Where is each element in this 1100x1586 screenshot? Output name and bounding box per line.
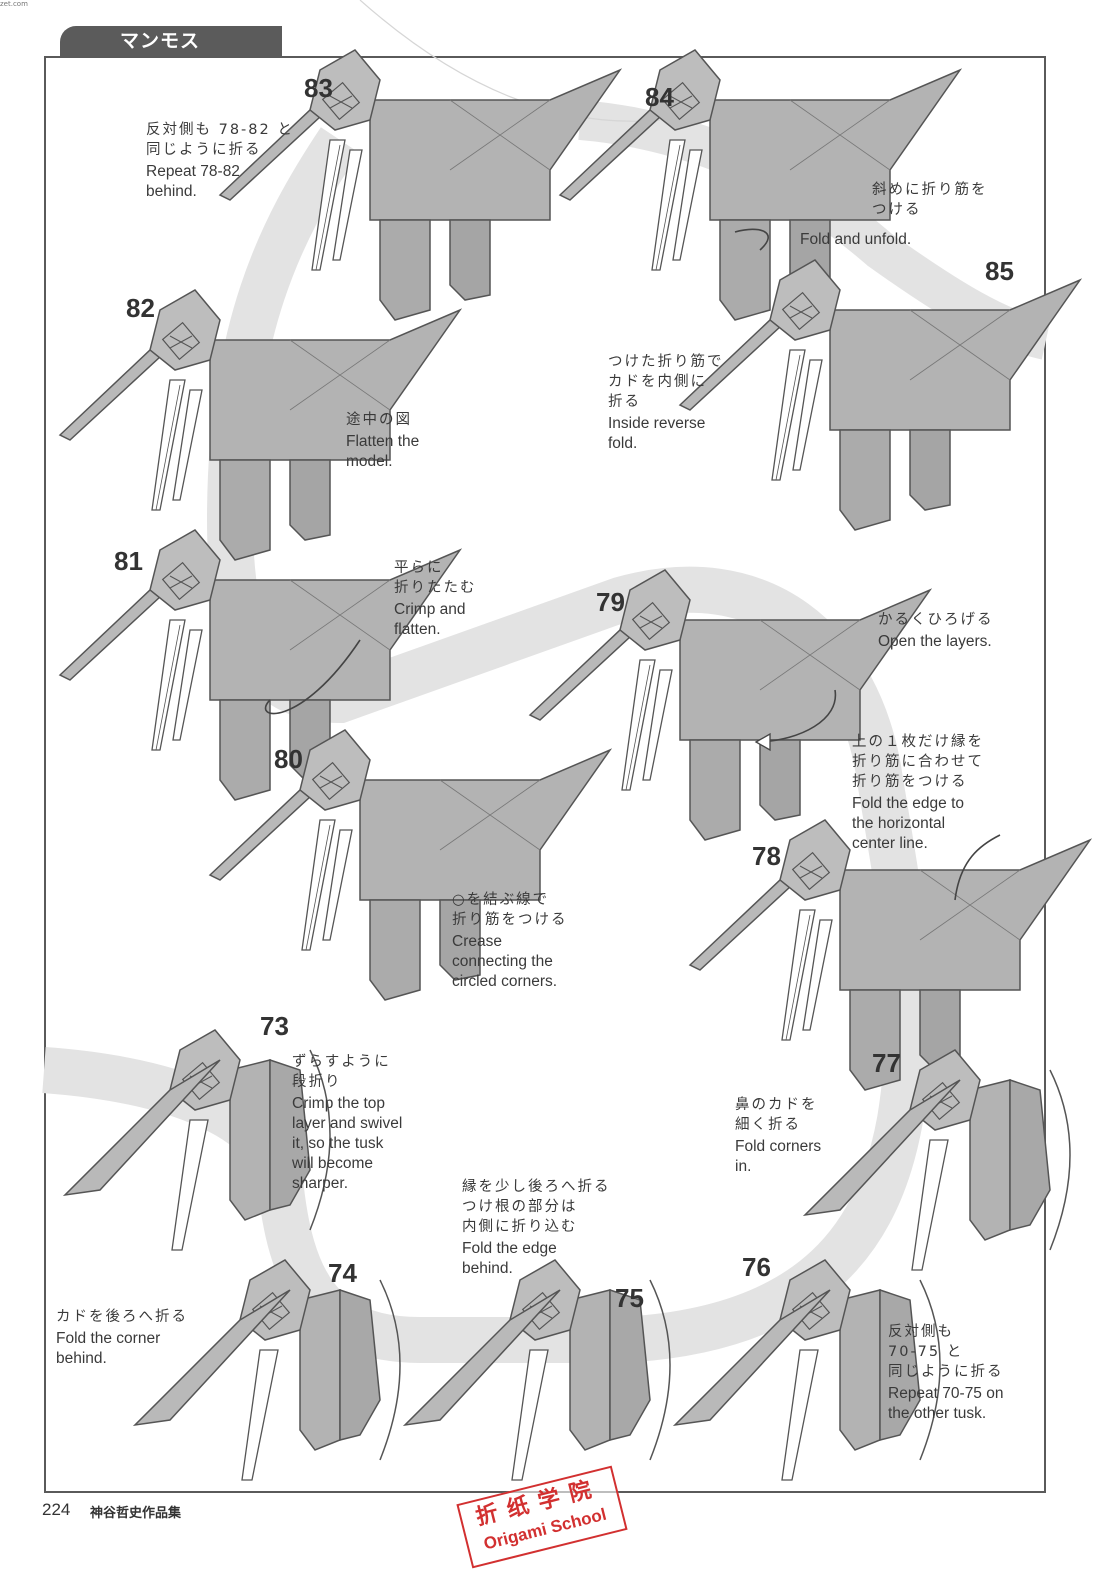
caption-81-en: Crimp and flatten. xyxy=(394,601,466,638)
caption-81: 平らに 折りたたむ Crimp and flatten. xyxy=(394,558,477,640)
caption-83: 反対側も 78-82 と 同じように折る Repeat 78-82 behind… xyxy=(146,120,294,202)
caption-78-jp: 上の１枚だけ縁を 折り筋に合わせて 折り筋をつける xyxy=(852,734,984,790)
caption-85-jp: つけた折り筋で カドを内側に 折る xyxy=(608,354,724,410)
caption-83-jp: 反対側も 78-82 と 同じように折る xyxy=(146,122,294,158)
caption-82-jp: 途中の図 xyxy=(346,412,412,428)
caption-77-en: Fold corners in. xyxy=(735,1138,822,1175)
step-number-80: 80 xyxy=(274,744,303,774)
caption-82-en: Flatten the model. xyxy=(346,433,420,470)
caption-84-en: Fold and unfold. xyxy=(800,231,912,248)
caption-77-jp: 鼻のカドを 細く折る xyxy=(735,1097,818,1133)
caption-73-jp: ずらすように 段折り xyxy=(292,1054,391,1090)
caption-84: 斜めに折り筋を つける xyxy=(872,180,988,220)
caption-75-jp: 縁を少し後ろへ折る つけ根の部分は 内側に折り込む xyxy=(462,1179,611,1235)
page-number: 224 xyxy=(42,1500,71,1519)
step-number-73: 73 xyxy=(260,1011,289,1041)
step-number-78: 78 xyxy=(752,841,781,871)
step-number-76: 76 xyxy=(742,1252,771,1282)
step-number-81: 81 xyxy=(114,546,143,576)
diagram-step-74 xyxy=(134,1259,401,1481)
caption-81-jp: 平らに 折りたたむ xyxy=(394,560,477,596)
step-number-84: 84 xyxy=(645,82,674,112)
step-number-82: 82 xyxy=(126,293,155,323)
step-number-75: 75 xyxy=(615,1283,644,1313)
caption-80-jp: ○を結ぶ線で 折り筋をつける xyxy=(452,892,568,928)
corner-mark: zet.com xyxy=(0,0,28,8)
step-number-77: 77 xyxy=(872,1048,901,1078)
caption-74-en: Fold the corner behind. xyxy=(56,1330,161,1367)
caption-82: 途中の図 Flatten the model. xyxy=(346,410,419,472)
caption-79-jp: かるくひろげる xyxy=(878,612,994,628)
caption-76: 反対側も 70-75 と 同じように折る Repeat 70-75 on the… xyxy=(888,1322,1004,1424)
caption-75: 縁を少し後ろへ折る つけ根の部分は 内側に折り込む Fold the edge … xyxy=(462,1177,611,1279)
caption-78-en: Fold the edge to the horizontal center l… xyxy=(852,795,965,852)
caption-84-en-wrap: Fold and unfold. xyxy=(800,228,911,250)
caption-84-jp: 斜めに折り筋を つける xyxy=(872,182,988,218)
caption-78: 上の１枚だけ縁を 折り筋に合わせて 折り筋をつける Fold the edge … xyxy=(852,732,984,854)
page-tab-title: マンモス xyxy=(60,26,282,56)
step-number-85: 85 xyxy=(985,256,1014,286)
caption-80: ○を結ぶ線で 折り筋をつける Crease connecting the cir… xyxy=(452,890,568,992)
caption-73-en: Crimp the top layer and swivel it, so th… xyxy=(292,1095,403,1192)
caption-80-en: Crease connecting the circled corners. xyxy=(452,933,558,990)
caption-76-en: Repeat 70-75 on the other tusk. xyxy=(888,1385,1004,1422)
caption-74: カドを後ろへ折る Fold the corner behind. xyxy=(56,1307,188,1369)
caption-75-en: Fold the edge behind. xyxy=(462,1240,557,1277)
step-number-79: 79 xyxy=(596,587,625,617)
caption-85: つけた折り筋で カドを内側に 折る Inside reverse fold. xyxy=(608,352,724,454)
step-number-74: 74 xyxy=(328,1258,357,1288)
caption-74-jp: カドを後ろへ折る xyxy=(56,1309,188,1325)
caption-79-en: Open the layers. xyxy=(878,633,992,650)
book-title: 神谷哲史作品集 xyxy=(90,1506,182,1521)
caption-79: かるくひろげる Open the layers. xyxy=(878,610,994,652)
step-number-83: 83 xyxy=(304,73,333,103)
caption-73: ずらすように 段折り Crimp the top layer and swive… xyxy=(292,1052,402,1194)
caption-85-en: Inside reverse fold. xyxy=(608,415,706,452)
caption-77: 鼻のカドを 細く折る Fold corners in. xyxy=(735,1095,821,1177)
caption-83-en: Repeat 78-82 behind. xyxy=(146,163,240,200)
caption-76-jp: 反対側も 70-75 と 同じように折る xyxy=(888,1324,1004,1380)
